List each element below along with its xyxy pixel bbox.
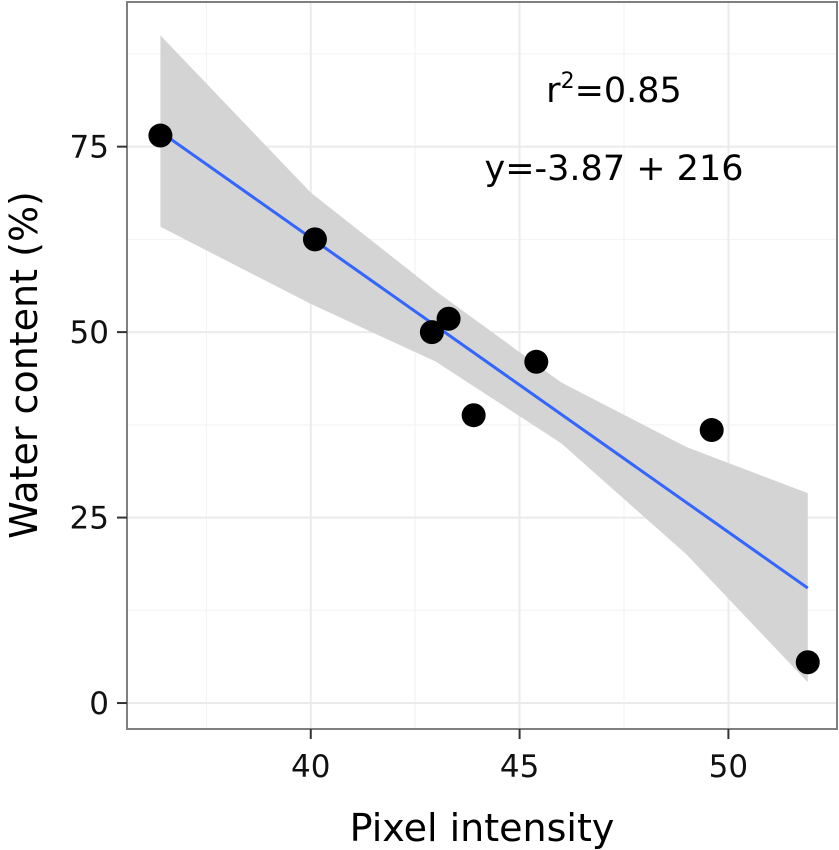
data-points — [148, 123, 820, 675]
data-point — [461, 403, 486, 428]
data-point — [524, 349, 549, 374]
y-tick-label: 75 — [70, 130, 109, 166]
data-point — [699, 418, 724, 443]
y-axis-ticks: 0 25 50 75 — [70, 130, 127, 722]
r-squared-superscript: 2 — [561, 69, 575, 94]
y-tick-label: 0 — [89, 686, 109, 722]
regression-equation-annotation: y=-3.87 + 216 — [485, 149, 744, 189]
r-squared-value: =0.85 — [575, 71, 682, 111]
data-point — [436, 306, 461, 331]
y-axis-title: Water content (%) — [2, 191, 46, 539]
grid-lines — [127, 2, 837, 729]
r-squared-annotation: r2=0.85 — [546, 69, 682, 111]
y-tick-label: 50 — [70, 315, 109, 351]
data-point — [795, 650, 820, 675]
regression-line — [159, 130, 809, 590]
x-tick-label: 50 — [709, 749, 748, 785]
fit-line — [159, 130, 809, 590]
data-point — [419, 320, 444, 345]
x-tick-label: 45 — [500, 749, 539, 785]
data-point — [148, 123, 173, 148]
y-tick-label: 25 — [70, 501, 109, 537]
panel-border — [126, 1, 838, 730]
x-tick-label: 40 — [291, 749, 330, 785]
x-axis-ticks: 40 45 50 — [291, 729, 748, 785]
x-axis-title: Pixel intensity — [350, 806, 615, 850]
data-point — [302, 227, 327, 252]
r-squared-symbol: r — [546, 71, 561, 111]
